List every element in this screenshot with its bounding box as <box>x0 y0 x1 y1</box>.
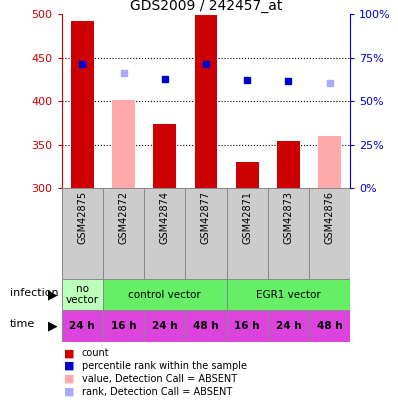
Text: ■: ■ <box>64 348 74 358</box>
Text: count: count <box>82 348 109 358</box>
Text: time: time <box>10 319 35 329</box>
Bar <box>226 188 268 279</box>
Bar <box>195 15 217 188</box>
Text: 48 h: 48 h <box>193 321 219 331</box>
Bar <box>62 279 103 310</box>
Text: GSM42874: GSM42874 <box>160 191 170 244</box>
Text: 24 h: 24 h <box>152 321 178 331</box>
Bar <box>277 141 300 188</box>
Text: percentile rank within the sample: percentile rank within the sample <box>82 361 247 371</box>
Bar <box>144 310 185 342</box>
Text: 24 h: 24 h <box>70 321 95 331</box>
Bar <box>112 100 135 188</box>
Text: GSM42871: GSM42871 <box>242 191 252 244</box>
Bar <box>153 124 176 188</box>
Text: ▶: ▶ <box>48 320 58 333</box>
Text: 16 h: 16 h <box>234 321 260 331</box>
Text: GSM42873: GSM42873 <box>283 191 293 244</box>
Text: infection: infection <box>10 288 59 298</box>
Text: GSM42877: GSM42877 <box>201 191 211 244</box>
Title: GDS2009 / 242457_at: GDS2009 / 242457_at <box>130 0 282 13</box>
Bar <box>103 310 144 342</box>
Text: rank, Detection Call = ABSENT: rank, Detection Call = ABSENT <box>82 387 232 397</box>
Bar <box>268 188 309 279</box>
Bar <box>185 188 226 279</box>
Text: EGR1 vector: EGR1 vector <box>256 290 321 300</box>
Bar <box>103 188 144 279</box>
Text: no
vector: no vector <box>66 284 99 305</box>
Text: 24 h: 24 h <box>275 321 301 331</box>
Text: GSM42872: GSM42872 <box>119 191 129 244</box>
Text: 48 h: 48 h <box>317 321 342 331</box>
Bar <box>226 279 350 310</box>
Text: ■: ■ <box>64 374 74 384</box>
Text: ■: ■ <box>64 361 74 371</box>
Bar <box>236 162 259 188</box>
Bar <box>318 136 341 188</box>
Text: ▶: ▶ <box>48 288 58 301</box>
Text: control vector: control vector <box>129 290 201 300</box>
Bar <box>226 310 268 342</box>
Bar <box>144 188 185 279</box>
Bar <box>62 188 103 279</box>
Bar <box>185 310 226 342</box>
Bar <box>71 21 94 188</box>
Text: GSM42875: GSM42875 <box>77 191 87 244</box>
Text: GSM42876: GSM42876 <box>325 191 335 244</box>
Text: ■: ■ <box>64 387 74 397</box>
Bar <box>62 310 103 342</box>
Text: value, Detection Call = ABSENT: value, Detection Call = ABSENT <box>82 374 237 384</box>
Bar <box>309 310 350 342</box>
Bar <box>309 188 350 279</box>
Text: 16 h: 16 h <box>111 321 136 331</box>
Bar <box>268 310 309 342</box>
Bar <box>103 279 226 310</box>
